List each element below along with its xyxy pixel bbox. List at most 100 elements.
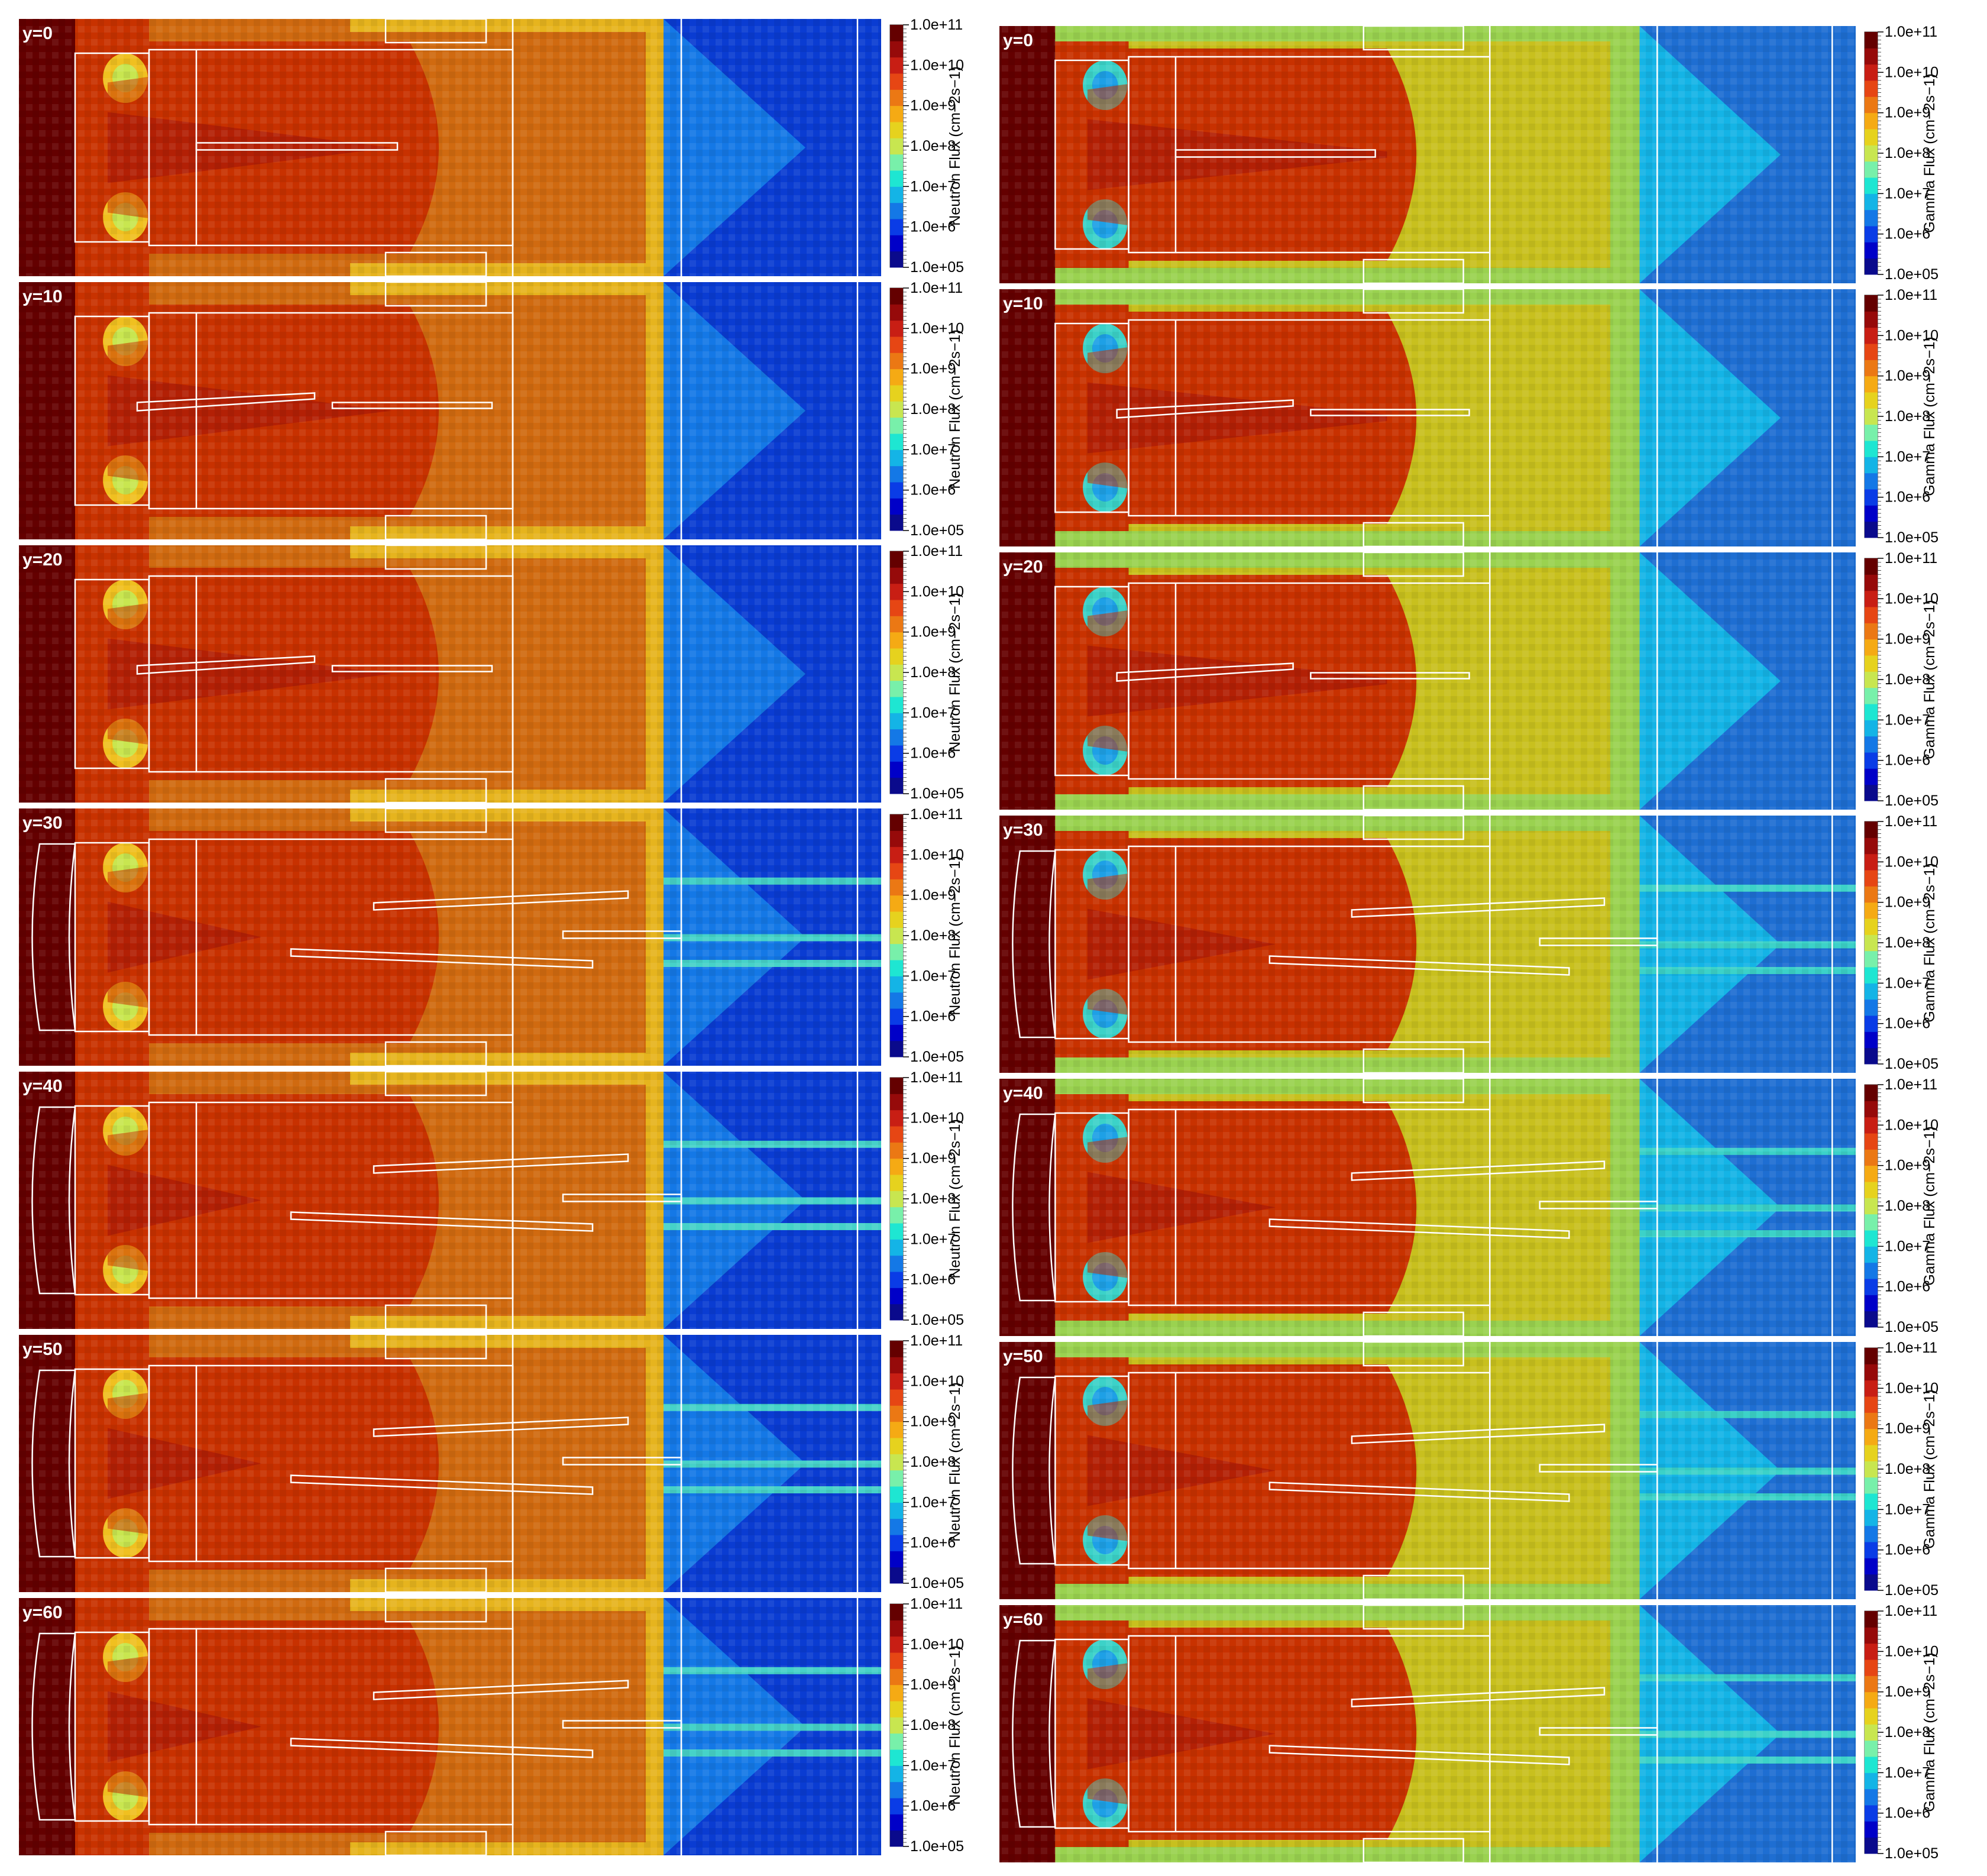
- colorbar-band: [1865, 886, 1878, 903]
- panel-label: y=0: [1003, 31, 1033, 50]
- colorbar-band: [1865, 1574, 1878, 1591]
- colorbar-tick-label: 1.0e+11: [1885, 1603, 1937, 1619]
- colorbar-band: [1865, 720, 1878, 736]
- colorbar-tick-label: 1.0e+11: [910, 1596, 963, 1612]
- colorbar-band: [1865, 1230, 1878, 1247]
- colorbar-band: [890, 927, 903, 944]
- panel-label: y=30: [22, 813, 63, 833]
- panel-gamma-flux-y20: y=20 1.0e+05 1.0e+6 1.0e+7 1.0e+8 1.0e+9 1.0e+…: [999, 550, 1939, 810]
- colorbar-band: [890, 466, 903, 483]
- colorbar-band: [1865, 1117, 1878, 1134]
- colorbar-band: [890, 352, 903, 369]
- colorbar-band: [1865, 768, 1878, 785]
- panel-label: y=50: [1003, 1347, 1043, 1366]
- colorbar-band: [1865, 344, 1878, 360]
- colorbar-band: [890, 498, 903, 515]
- colorbar-band: [1865, 1166, 1878, 1182]
- colorbar-band: [1865, 1838, 1878, 1854]
- colorbar-band: [890, 976, 903, 992]
- colorbar-band: [1865, 1558, 1878, 1574]
- colorbar-band: [890, 567, 903, 584]
- colorbar-band: [890, 1024, 903, 1041]
- colorbar-band: [890, 1685, 903, 1702]
- colorbar-band: [890, 385, 903, 402]
- colorbar-band: [890, 1304, 903, 1321]
- colorbar-band: [1865, 113, 1878, 130]
- colorbar-tick-label: 1.0e+05: [1885, 1319, 1939, 1335]
- colorbar-band: [890, 321, 903, 337]
- colorbar-band: [890, 1357, 903, 1373]
- colorbar-band: [890, 418, 903, 434]
- colorbar-band: [890, 434, 903, 450]
- colorbar-band: [1865, 1821, 1878, 1838]
- colorbar-band: [890, 369, 903, 386]
- colorbar-band: [1865, 821, 1878, 838]
- colorbar-band: [1865, 1676, 1878, 1692]
- colorbar-band: [890, 1604, 903, 1621]
- colorbar-band: [1865, 870, 1878, 887]
- panel-gamma-flux-y40: y=401.0e+051.0e+61.0e+71.0e+81.0e+91.0e+…: [999, 1076, 1939, 1336]
- colorbar-band: [1865, 505, 1878, 522]
- colorbar-band: [1865, 1149, 1878, 1166]
- colorbar-band: [890, 170, 903, 187]
- colorbar-band: [1865, 1085, 1878, 1101]
- colorbar-band: [1865, 1708, 1878, 1725]
- colorbar-title: Neutron Flux (cm−2s−1): [947, 329, 963, 489]
- colorbar-band: [1865, 242, 1878, 258]
- colorbar-band: [1865, 1101, 1878, 1117]
- panel-label: y=60: [1003, 1610, 1043, 1629]
- colorbar-band: [1865, 457, 1878, 473]
- panel-label: y=40: [1003, 1083, 1043, 1103]
- colorbar-band: [890, 1008, 903, 1025]
- colorbar-band: [890, 992, 903, 1009]
- panel-label: y=50: [22, 1340, 63, 1359]
- colorbar-band: [1865, 522, 1878, 538]
- colorbar-band: [890, 1470, 903, 1487]
- panel-label: y=20: [1003, 557, 1043, 577]
- colorbar-band: [1865, 1429, 1878, 1445]
- panel-label: y=10: [22, 287, 63, 306]
- colorbar-band: [1865, 736, 1878, 753]
- colorbar-tick-label: 1.0e+05: [1885, 529, 1939, 546]
- colorbar-band: [890, 1207, 903, 1224]
- panel-gamma-flux-y10: y=10 1.0e+05 1.0e+6 1.0e+7 1.0e+8 1.0e+9 1.0e+…: [999, 287, 1939, 546]
- colorbar-tick-label: 1.0e+11: [1885, 1340, 1937, 1356]
- colorbar-band: [1865, 574, 1878, 591]
- colorbar-band: [890, 449, 903, 466]
- colorbar-band: [890, 1798, 903, 1814]
- colorbar-band: [1865, 1015, 1878, 1032]
- colorbar-band: [1865, 64, 1878, 81]
- colorbar-band: [1865, 903, 1878, 919]
- colorbar-band: [1865, 328, 1878, 344]
- colorbar-band: [890, 600, 903, 616]
- colorbar-band: [1865, 161, 1878, 178]
- colorbar-tick-label: 1.0e+11: [1885, 813, 1937, 830]
- panel-gamma-flux-y60: y=601.0e+051.0e+61.0e+71.0e+81.0e+91.0e+…: [999, 1603, 1939, 1862]
- colorbar-band: [890, 186, 903, 203]
- colorbar-band: [890, 648, 903, 665]
- panel-neutron-flux-y20: y=20 1.0e+05 1.0e+6 1.0e+7 1.0e+8 1.0e+9 1.0e+…: [19, 543, 964, 803]
- panel-label: y=10: [1003, 294, 1043, 313]
- panel-label: y=40: [22, 1076, 63, 1096]
- colorbar-band: [1865, 752, 1878, 769]
- colorbar-band: [890, 1126, 903, 1143]
- colorbar-band: [1865, 983, 1878, 1000]
- colorbar-band: [890, 41, 903, 57]
- colorbar-band: [1865, 1627, 1878, 1644]
- colorbar-band: [890, 89, 903, 106]
- colorbar-band: [890, 235, 903, 251]
- colorbar-band: [1865, 1031, 1878, 1048]
- colorbar-band: [1865, 311, 1878, 328]
- colorbar-band: [890, 830, 903, 847]
- colorbar-band: [890, 1175, 903, 1191]
- colorbar-band: [1865, 193, 1878, 210]
- colorbar-band: [890, 1668, 903, 1685]
- colorbar-band: [890, 1701, 903, 1717]
- colorbar-band: [890, 664, 903, 681]
- colorbar-band: [1865, 129, 1878, 145]
- colorbar-band: [890, 879, 903, 895]
- colorbar-band: [1865, 360, 1878, 376]
- colorbar-band: [890, 616, 903, 632]
- colorbar-band: [1865, 1741, 1878, 1757]
- colorbar-band: [890, 219, 903, 235]
